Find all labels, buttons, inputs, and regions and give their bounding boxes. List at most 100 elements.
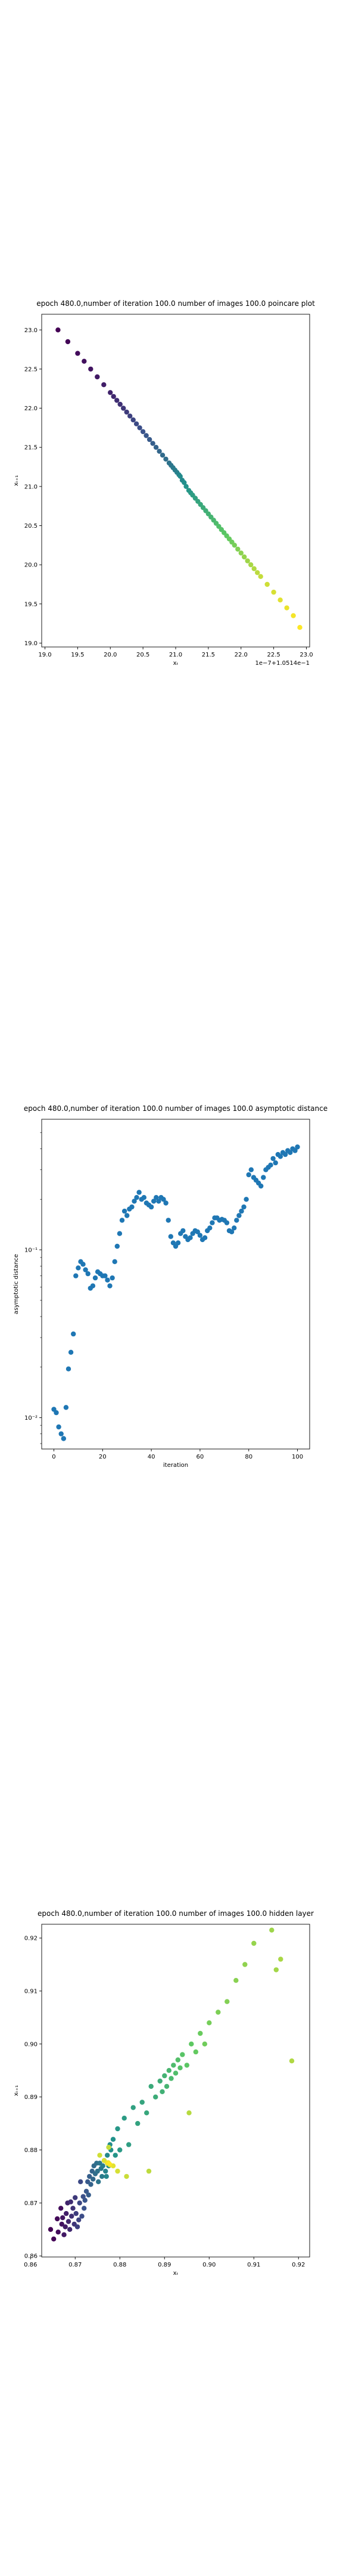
hidden-layer-point [121, 2116, 127, 2121]
poincare-x-tick-label: 21.5 [202, 652, 215, 658]
poincare-point [144, 433, 149, 438]
hidden-layer-point [251, 1940, 257, 1946]
poincare-point [146, 436, 152, 442]
asymptotic-point [136, 1190, 142, 1195]
asymptotic-y-tick-label: 10⁻¹ [24, 1247, 38, 1253]
asymptotic-point [154, 1195, 159, 1200]
hidden-layer-point [115, 2168, 120, 2174]
hidden-layer-point [278, 1956, 283, 1962]
asymptotic-x-tick-label: 80 [245, 1454, 252, 1460]
hidden-layer-point [160, 2089, 165, 2094]
hidden-layer-point [82, 2197, 88, 2203]
hidden-layer-point [171, 2063, 176, 2068]
hidden-layer-point [83, 2188, 89, 2194]
asymptotic-point [63, 1405, 69, 1410]
hidden-layer-point [157, 2078, 163, 2084]
asymptotic-point [241, 1204, 247, 1210]
poincare-title: epoch 480.0,number of iteration 100.0 nu… [36, 299, 315, 308]
asymptotic-point [80, 1262, 86, 1267]
asymptotic-point [261, 1175, 266, 1180]
poincare-y-tick-label: 23.0 [24, 327, 38, 334]
hidden-layer-point [74, 2224, 80, 2230]
hidden-layer-point [96, 2179, 101, 2184]
hidden-layer-point [63, 2224, 68, 2230]
hidden-layer-point [202, 2041, 207, 2046]
poincare-y-tick-label: 21.5 [24, 445, 38, 451]
asymptotic-point [83, 1267, 88, 1272]
asymptotic-y-tick-label: 10⁻² [24, 1415, 38, 1422]
hidden-layer-point [99, 2174, 105, 2179]
hidden-layer-point [169, 2076, 174, 2081]
asymptotic-point [112, 1259, 117, 1264]
poincare-point [150, 441, 155, 446]
hidden-layer-point [105, 2153, 110, 2158]
asymptotic-point [268, 1162, 273, 1168]
asymptotic-point [202, 1235, 208, 1240]
asymptotic-point [92, 1275, 98, 1281]
poincare-x-tick-label: 22.5 [267, 652, 280, 658]
asymptotic-point [71, 1331, 76, 1337]
asymptotic-point [76, 1265, 81, 1271]
asymptotic-point [114, 1243, 120, 1249]
hidden-layer-point [82, 2206, 87, 2211]
hidden-layer-point [148, 2083, 154, 2089]
hidden-layer-x-tick-label: 0.92 [292, 2262, 305, 2268]
poincare-point [251, 566, 257, 571]
asymptotic-point [163, 1200, 169, 1206]
hidden-layer-point [117, 2147, 123, 2153]
asymptotic-point [210, 1220, 215, 1225]
asymptotic-point [161, 1197, 166, 1202]
poincare-point [163, 456, 169, 462]
poincare-point [82, 358, 87, 364]
poincare-point [232, 543, 237, 548]
hidden-layer-x-tick-label: 0.87 [68, 2262, 82, 2268]
poincare-point [95, 374, 100, 380]
poincare-point [271, 589, 276, 595]
poincare-point [183, 484, 189, 489]
poincare-point [108, 390, 113, 395]
hidden-layer-point [124, 2174, 129, 2179]
poincare-point [157, 448, 162, 454]
asymptotic-point [248, 1167, 254, 1172]
hidden-layer-point [126, 2142, 132, 2147]
poincare-point [140, 429, 146, 435]
hidden-layer-point [66, 2219, 71, 2224]
hidden-layer-point [189, 2041, 194, 2046]
poincare-x-tick-label: 20.0 [104, 652, 117, 658]
hidden-layer-point [166, 2068, 172, 2073]
asymptotic-point [56, 1424, 61, 1430]
poincare-y-axis-label: xₜ₊₁ [13, 475, 20, 486]
poincare-y-tick-label: 20.0 [24, 562, 38, 569]
poincare-point [238, 550, 244, 556]
hidden-layer-y-tick-label: 0.86 [24, 2253, 38, 2260]
hidden-layer-y-tick-label: 0.91 [24, 1988, 38, 1995]
hidden-layer-point [58, 2206, 64, 2211]
asymptotic-point [197, 1233, 203, 1238]
hidden-layer-x-axis-label: xₜ [173, 2270, 179, 2277]
hidden-layer-point [186, 2110, 192, 2116]
hidden-layer-chart: epoch 480.0,number of iteration 100.0 nu… [13, 1909, 314, 2277]
hidden-layer-point [77, 2200, 82, 2206]
hidden-layer-point [103, 2168, 108, 2174]
asymptotic-point [66, 1366, 71, 1371]
hidden-layer-axes-frame [41, 1924, 310, 2258]
poincare-point [117, 401, 123, 407]
hidden-layer-point [164, 2083, 170, 2089]
asymptotic-point [156, 1199, 161, 1204]
poincare-point [255, 570, 260, 575]
asymptotic-point [168, 1234, 173, 1239]
hidden-layer-point [55, 2230, 61, 2235]
asymptotic-point [102, 1273, 108, 1278]
poincare-point [114, 398, 120, 403]
poincare-point [242, 554, 247, 560]
hidden-layer-point [269, 1927, 275, 1933]
hidden-layer-point [153, 2094, 158, 2100]
asymptotic-x-tick-label: 20 [99, 1454, 107, 1460]
asymptotic-point [129, 1204, 135, 1210]
hidden-layer-y-tick-label: 0.87 [24, 2200, 38, 2207]
asymptotic-point [270, 1156, 276, 1162]
hidden-layer-point [86, 2192, 91, 2198]
poincare-axes-frame [41, 314, 310, 648]
hidden-layer-point [175, 2057, 180, 2063]
